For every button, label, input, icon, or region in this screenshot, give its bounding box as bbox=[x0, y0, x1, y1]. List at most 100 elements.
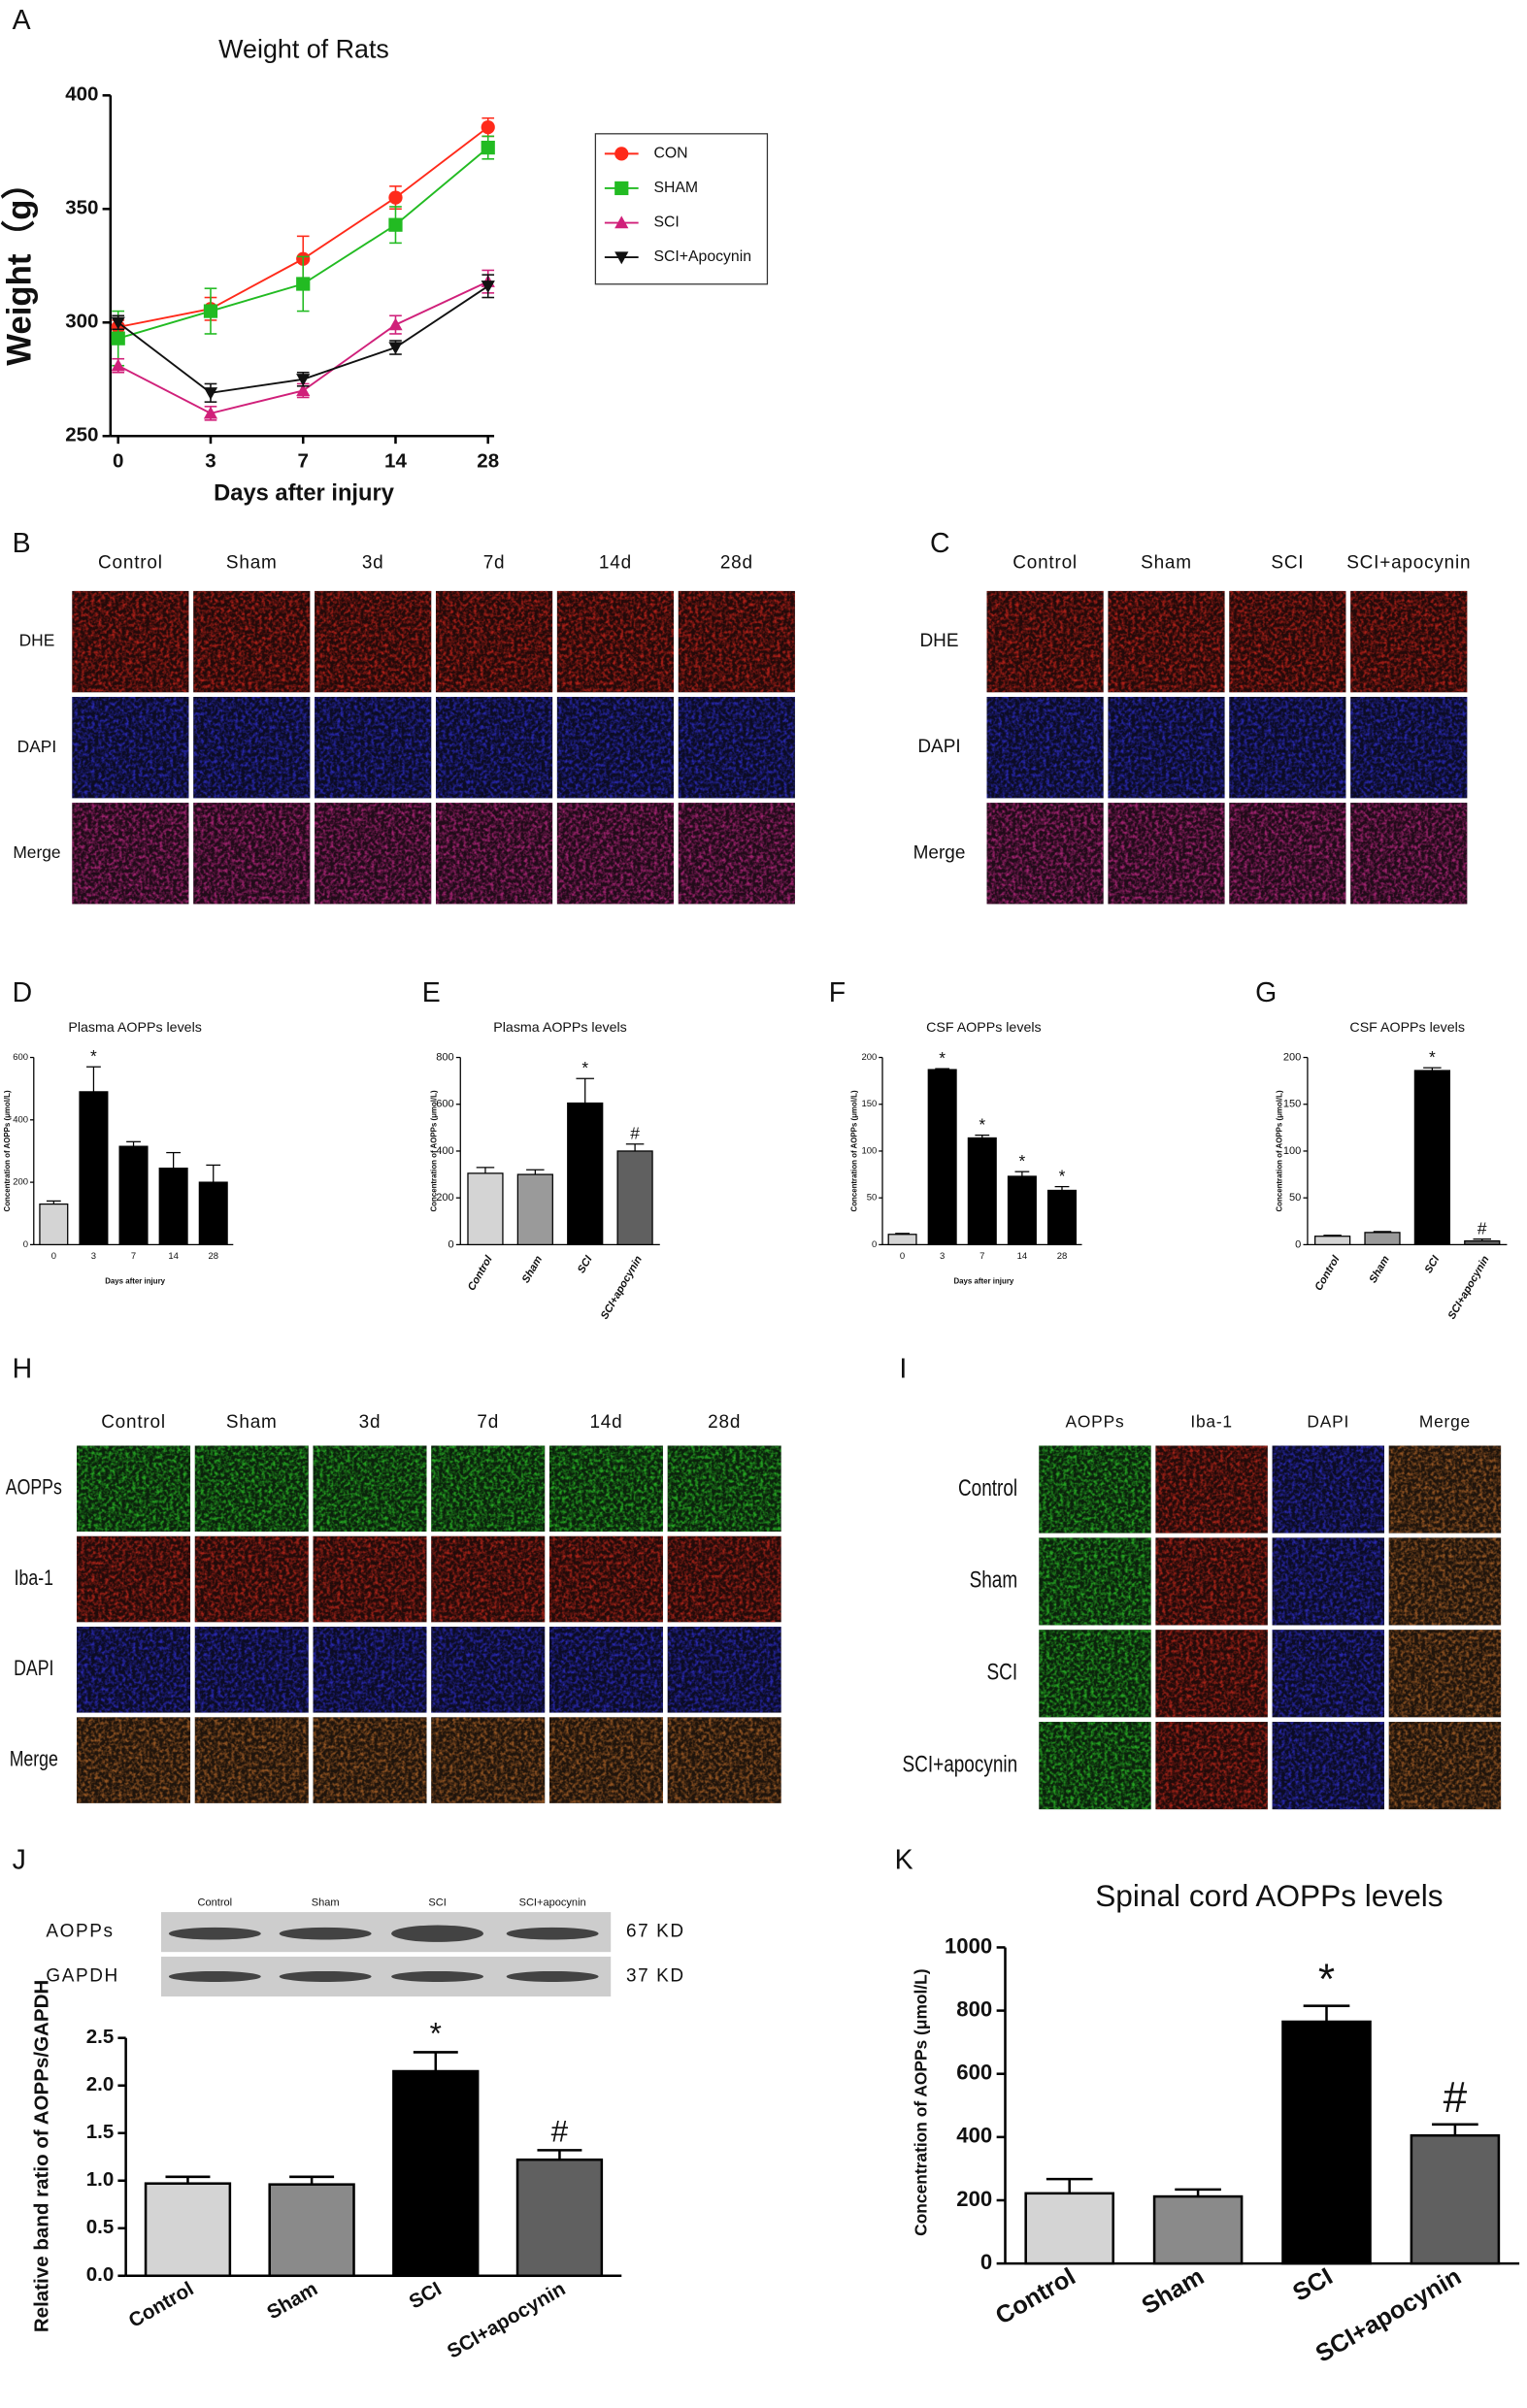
blot-band bbox=[279, 1927, 372, 1940]
column-label: Control bbox=[98, 552, 163, 573]
y-tick-label: 1000 bbox=[945, 1933, 992, 1958]
band-name: AOPPs bbox=[46, 1922, 114, 1942]
micrograph-signal bbox=[1155, 1630, 1268, 1718]
micrograph-signal bbox=[548, 1445, 663, 1533]
chart-title: CSF AOPPs levels bbox=[1349, 1020, 1465, 1036]
micrograph-signal bbox=[1388, 1445, 1502, 1534]
panel-letter: K bbox=[895, 1844, 913, 1875]
bar bbox=[158, 1168, 188, 1246]
y-axis-label: Relative band ratio of AOPPs/GAPDH bbox=[31, 1980, 53, 2332]
band-name: GAPDH bbox=[46, 1966, 118, 1987]
x-tick-label: 7 bbox=[979, 1251, 984, 1262]
y-tick-label: 200 bbox=[436, 1192, 453, 1204]
micrograph-signal bbox=[1155, 1445, 1268, 1534]
column-label: 7d bbox=[483, 552, 506, 573]
y-tick-label: 0.0 bbox=[86, 2263, 115, 2286]
column-label: Merge bbox=[1419, 1411, 1471, 1431]
micrograph-signal bbox=[72, 803, 189, 905]
y-axis-label: Concentration of AOPPs (μmol/L) bbox=[3, 1090, 12, 1211]
y-tick-label: 400 bbox=[956, 2124, 992, 2148]
column-label: 14d bbox=[599, 552, 632, 573]
y-tick-label: 0 bbox=[1295, 1238, 1301, 1250]
legend-label: CON bbox=[653, 146, 687, 162]
bar bbox=[1410, 2133, 1501, 2265]
marker bbox=[388, 190, 403, 205]
column-label: AOPPs bbox=[1066, 1411, 1125, 1431]
y-axis-label: Concentration of AOPPs (μmol/L) bbox=[850, 1090, 859, 1211]
band-size: 37 KD bbox=[626, 1966, 685, 1987]
micrograph-signal bbox=[77, 1627, 191, 1713]
row-label: Iba-1 bbox=[15, 1567, 53, 1590]
bar bbox=[1007, 1175, 1037, 1246]
y-tick-label: 150 bbox=[862, 1099, 878, 1109]
bar bbox=[516, 1173, 553, 1246]
marker bbox=[111, 316, 125, 330]
marker bbox=[111, 358, 125, 372]
y-tick-label: 300 bbox=[65, 311, 98, 333]
row-label: AOPPs bbox=[6, 1476, 62, 1500]
row-label: DAPI bbox=[17, 737, 57, 756]
annotation: # bbox=[630, 1124, 640, 1143]
y-tick-label: 250 bbox=[65, 424, 98, 446]
annotation: # bbox=[551, 2113, 569, 2148]
legend-label: SCI+Apocynin bbox=[653, 248, 751, 265]
legend-marker bbox=[614, 147, 629, 161]
x-tick-label: 7 bbox=[298, 449, 309, 472]
micrograph-signal bbox=[1388, 1537, 1502, 1626]
column-label: 3d bbox=[359, 1412, 382, 1433]
micrograph-signal bbox=[1155, 1537, 1268, 1626]
column-label: Sham bbox=[226, 1412, 278, 1433]
y-tick-label: 350 bbox=[65, 197, 98, 219]
legend-marker bbox=[614, 181, 629, 196]
bar bbox=[118, 1145, 149, 1246]
x-tick-label: 7 bbox=[131, 1251, 136, 1262]
chart-title: Plasma AOPPs levels bbox=[493, 1020, 627, 1036]
row-label: SCI bbox=[987, 1660, 1018, 1686]
micrograph-signal bbox=[1039, 1630, 1151, 1718]
micrograph-signal bbox=[72, 697, 189, 799]
column-label: Control bbox=[1012, 552, 1078, 573]
micrograph-signal bbox=[313, 1717, 427, 1803]
column-label: 3d bbox=[362, 552, 384, 573]
bar bbox=[1464, 1239, 1501, 1246]
panel-letter: C bbox=[930, 528, 950, 559]
y-axis-label: Concentration of AOPPs (μmol/L) bbox=[912, 1968, 931, 2235]
y-axis-label: Concentration of AOPPs (μmol/L) bbox=[429, 1090, 438, 1211]
micrograph-signal bbox=[986, 803, 1104, 905]
panel-letter: I bbox=[899, 1354, 907, 1385]
blot-band bbox=[506, 1970, 599, 1983]
y-tick-label: 1.0 bbox=[86, 2168, 115, 2191]
x-tick-label: 28 bbox=[477, 449, 499, 472]
legend-label: SCI bbox=[653, 214, 679, 231]
bar bbox=[1314, 1236, 1351, 1246]
micrograph-signal bbox=[77, 1717, 191, 1803]
micrograph-signal bbox=[556, 803, 675, 905]
micrograph-signal bbox=[194, 1445, 309, 1533]
micrograph-signal bbox=[667, 1445, 781, 1533]
micrograph-signal bbox=[194, 1627, 309, 1713]
micrograph-signal bbox=[193, 590, 311, 693]
annotation: * bbox=[1018, 1151, 1025, 1171]
micrograph-signal bbox=[1272, 1630, 1384, 1718]
y-tick-label: 0 bbox=[980, 2250, 992, 2274]
micrograph-signal bbox=[667, 1717, 781, 1803]
micrograph-signal bbox=[1108, 697, 1225, 799]
blot-band bbox=[506, 1927, 599, 1940]
y-tick-label: 600 bbox=[13, 1052, 28, 1063]
marker bbox=[388, 217, 403, 232]
y-tick-label: 50 bbox=[1289, 1192, 1301, 1204]
micrograph-signal bbox=[678, 697, 795, 799]
marker bbox=[203, 304, 218, 318]
micrograph-signal bbox=[548, 1717, 663, 1803]
annotation: * bbox=[979, 1115, 985, 1135]
column-label: 14d bbox=[589, 1412, 622, 1433]
bar bbox=[887, 1234, 917, 1246]
lane-label: SCI bbox=[428, 1897, 446, 1909]
column-label: 7d bbox=[477, 1412, 499, 1433]
panel-letter: G bbox=[1255, 977, 1277, 1008]
x-axis-label: Days after injury bbox=[105, 1276, 165, 1285]
micrograph-signal bbox=[1350, 803, 1468, 905]
column-label: Iba-1 bbox=[1190, 1411, 1233, 1431]
